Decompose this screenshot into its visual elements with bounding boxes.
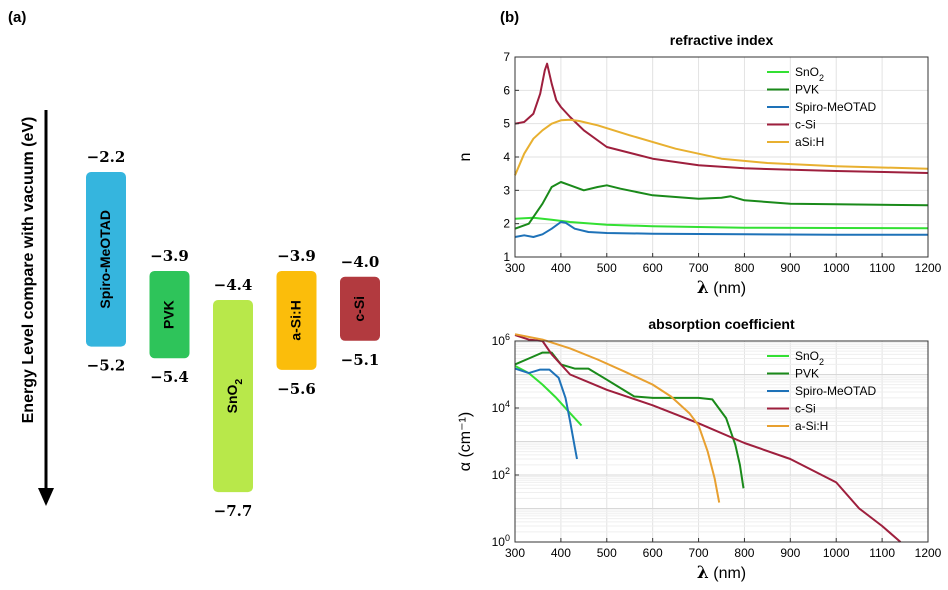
absorption-coefficient-xtick-1100: 1100 [869,546,895,560]
refractive-index-legend-label-asi-h: aSi:H [795,135,824,149]
absorption-coefficient-plot: absorption coefficient 300 400 500 600 700 800… [457,316,942,583]
absorption-coefficient-series-pvk [514,351,745,489]
refractive-index-plot: refractive index 300 400 500 600 700 800 900 100… [457,32,942,298]
absorption-coefficient-xtick-700: 700 [689,546,709,560]
absorption-coefficient-ytick-10000: 104 [492,399,510,415]
energy-level-diagram: (a) Energy Level compare with vacuum (eV… [8,9,380,520]
absorption-coefficient-xtick-1200: 1200 [915,546,942,560]
absorption-coefficient-series-a-si-h [514,333,721,503]
top-level-label-a-si-h: −3.9 [277,247,316,265]
energy-axis-label: Energy Level compare with vacuum (eV) [20,117,37,424]
absorption-coefficient-xtick-500: 500 [597,546,617,560]
refractive-index-series-sno2 [514,216,929,230]
energy-bar-a-si-h [276,270,317,370]
refractive-index-xtick-700: 700 [689,261,709,275]
refractive-index-xtick-800: 800 [734,261,754,275]
refractive-index-xtick-300: 300 [505,261,525,275]
absorption-coefficient-series-spiro-meotad [514,367,578,460]
absorption-coefficient-legend-label-spiro-meotad: Spiro-MeOTAD [795,384,876,398]
absorption-coefficient-xtick-900: 900 [780,546,800,560]
refractive-index-series-c-si [514,62,929,174]
energy-bar-pvk [149,270,190,359]
absorption-coefficient-legend-label-a-si-h: a-Si:H [795,419,828,433]
refractive-index-legend-label-c-si: c-Si [795,118,816,132]
absorption-coefficient-xtick-400: 400 [551,546,571,560]
energy-bar-label-sno2: SnO2 [224,379,245,414]
energy-bar-sno2 [213,300,253,493]
absorption-coefficient-ylabel: α (cm⁻¹) [457,412,474,471]
panel-b-label: (b) [500,9,519,26]
absorption-coefficient-frame [514,340,929,543]
refractive-index-legend-label-spiro-meotad: Spiro-MeOTAD [795,100,876,114]
absorption-coefficient-title: absorption coefficient [648,316,795,332]
panel-a-label: (a) [8,9,26,26]
bottom-level-label-c-si: −5.1 [341,351,380,369]
refractive-index-xtick-1200: 1200 [915,261,942,275]
energy-bar-label-a-si-h: a-Si:H [287,300,303,340]
absorption-coefficient-xtick-300: 300 [505,546,525,560]
refractive-index-xtick-400: 400 [551,261,571,275]
refractive-index-legend-label-sno2: SnO2 [795,65,824,83]
top-level-label-spiro-meotad: −2.2 [87,148,126,166]
absorption-coefficient-xtick-1000: 1000 [823,546,850,560]
refractive-index-xtick-1100: 1100 [869,261,895,275]
refractive-index-ytick-4: 4 [503,150,510,164]
absorption-coefficient-legend-label-sno2: SnO2 [795,349,824,367]
absorption-coefficient-xtick-800: 800 [734,546,754,560]
bottom-level-label-spiro-meotad: −5.2 [87,357,126,375]
refractive-index-legend-label-pvk: PVK [795,83,819,97]
top-level-label-sno2: −4.4 [214,276,253,294]
energy-bar-label-spiro-meotad: Spiro-MeOTAD [97,210,113,309]
bottom-level-label-pvk: −5.4 [150,368,189,386]
energy-bar-label-c-si: c-Si [351,296,367,322]
bottom-level-label-sno2: −7.7 [214,502,253,520]
refractive-index-xlabel: λ (nm) [697,278,746,298]
refractive-index-xtick-900: 900 [780,261,800,275]
absorption-coefficient-legend-label-pvk: PVK [795,367,819,381]
absorption-coefficient-xtick-600: 600 [643,546,663,560]
bottom-level-label-a-si-h: −5.6 [277,380,316,398]
absorption-coefficient-legend-label-c-si: c-Si [795,402,816,416]
refractive-index-xtick-1000: 1000 [823,261,850,275]
refractive-index-series-asi-h [514,118,929,176]
absorption-coefficient-ytick-1: 100 [492,533,510,549]
refractive-index-ytick-7: 7 [503,50,510,64]
top-level-label-c-si: −4.0 [341,253,380,271]
refractive-index-xtick-500: 500 [597,261,617,275]
refractive-index-xtick-600: 600 [643,261,663,275]
absorption-coefficient-series-c-si [514,334,902,543]
refractive-index-ytick-1: 1 [503,250,510,264]
refractive-index-ytick-2: 2 [503,217,510,231]
absorption-coefficient-xlabel: λ (nm) [697,563,746,583]
top-level-label-pvk: −3.9 [150,247,189,265]
refractive-index-series-spiro-meotad [514,221,928,238]
refractive-index-title: refractive index [670,32,774,48]
refractive-index-series-pvk [514,181,929,230]
refractive-index-ytick-5: 5 [503,117,510,131]
refractive-index-ytick-3: 3 [503,183,510,197]
absorption-coefficient-ytick-1000000: 106 [492,332,510,348]
absorption-coefficient-ytick-100: 102 [492,466,510,482]
energy-bar-c-si [340,276,380,341]
energy-bar-label-pvk: PVK [160,300,176,329]
energy-bar-spiro-meotad [86,172,126,347]
refractive-index-ytick-6: 6 [503,83,510,97]
downward-arrow [38,110,54,506]
refractive-index-ylabel: n [457,153,474,162]
